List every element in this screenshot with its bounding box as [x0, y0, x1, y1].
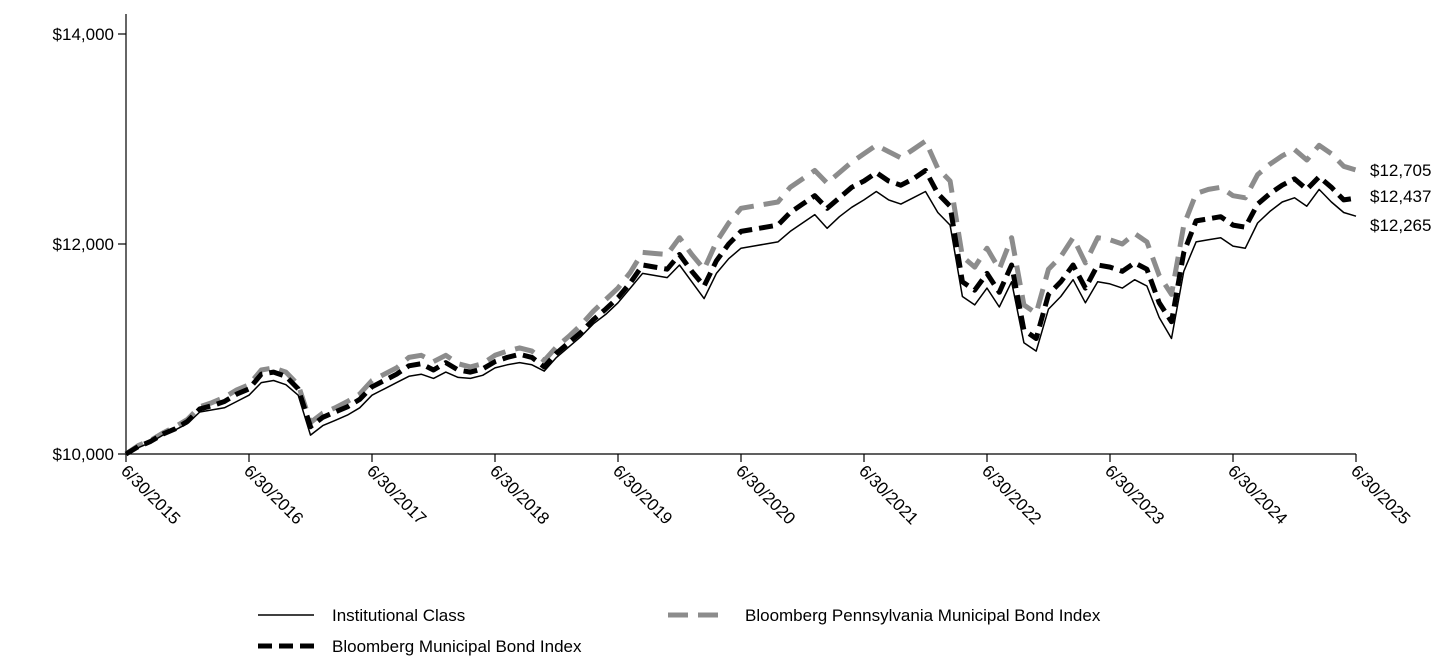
x-tick-label: 6/30/2024 [1224, 461, 1291, 528]
x-tick-label: 6/30/2022 [978, 461, 1045, 528]
x-tick-label: 6/30/2025 [1347, 461, 1414, 528]
series-line-2 [124, 168, 1357, 457]
x-tick-label: 6/30/2023 [1101, 461, 1168, 528]
x-tick-label: 6/30/2018 [486, 461, 553, 528]
x-tick-label: 6/30/2016 [240, 461, 307, 528]
chart-legend: Institutional Class Bloomberg Municipal B… [258, 606, 1101, 656]
x-tick-label: 6/30/2015 [117, 461, 184, 528]
legend-label: Bloomberg Pennsylvania Municipal Bond In… [745, 606, 1101, 625]
end-value-label: $12,437 [1370, 187, 1431, 206]
chart-series [124, 138, 1357, 457]
series-line-3 [124, 138, 1357, 457]
chart-axes: $10,000 $12,000 $14,000 6/30/2015 6/30/2016 6… [53, 14, 1414, 528]
y-tick-label: $14,000 [53, 25, 114, 44]
end-value-label: $12,265 [1370, 216, 1431, 235]
series-line-1 [125, 188, 1357, 455]
x-tick-label: 6/30/2017 [363, 461, 430, 528]
legend-label: Bloomberg Municipal Bond Index [332, 637, 582, 656]
x-tick-label: 6/30/2020 [732, 461, 799, 528]
chart-end-labels: $12,265 $12,437 $12,705 [1370, 161, 1431, 235]
end-value-label: $12,705 [1370, 161, 1431, 180]
y-tick-label: $10,000 [53, 445, 114, 464]
legend-label: Institutional Class [332, 606, 465, 625]
y-tick-label: $12,000 [53, 235, 114, 254]
x-tick-label: 6/30/2019 [609, 461, 676, 528]
x-tick-label: 6/30/2021 [855, 461, 922, 528]
